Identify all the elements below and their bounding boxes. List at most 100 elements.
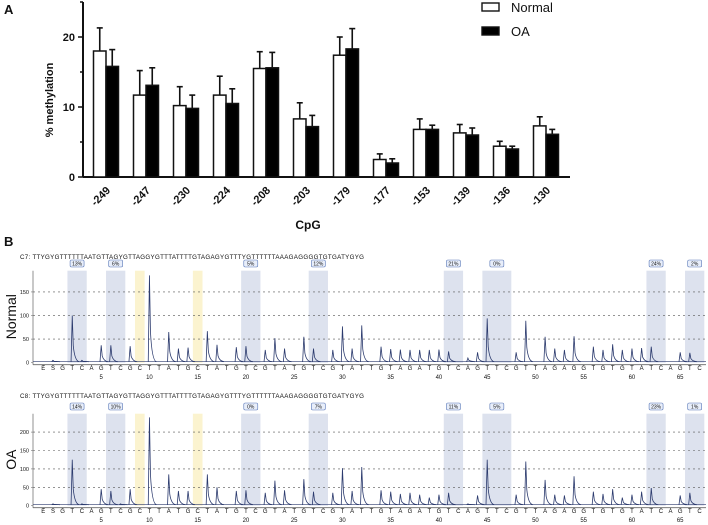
dispensation-letter: T bbox=[495, 366, 499, 372]
dispensation-letter: G bbox=[514, 366, 519, 372]
trace-peak bbox=[398, 349, 408, 363]
dispensation-letter: A bbox=[640, 366, 644, 372]
trace-peak bbox=[437, 349, 447, 363]
trace-peak bbox=[466, 356, 475, 363]
trace-peak bbox=[562, 495, 572, 506]
trace-peak bbox=[601, 349, 611, 363]
bar-normal bbox=[292, 118, 307, 178]
dispensation-letter: G bbox=[128, 509, 133, 515]
dispensation-letter: G bbox=[581, 366, 586, 372]
cpg-percent-label: 10% bbox=[111, 405, 122, 411]
bisulfite-control-band bbox=[134, 270, 145, 363]
x-tick-label: 40 bbox=[436, 375, 443, 381]
dispensation-letter: G bbox=[128, 366, 133, 372]
trace-peak bbox=[311, 491, 321, 506]
dispensation-letter: T bbox=[341, 366, 345, 372]
dispensation-letter: C bbox=[659, 366, 664, 372]
dispensation-letter: C bbox=[456, 366, 461, 372]
dispensation-letter: A bbox=[283, 509, 287, 515]
cpg-percent-label: 5% bbox=[247, 262, 255, 268]
x-tick-label: -153 bbox=[409, 185, 433, 209]
trace-peak bbox=[99, 345, 109, 363]
dispensation-letter: C bbox=[196, 509, 201, 515]
dispensation-letter: T bbox=[649, 509, 653, 515]
x-tick-label: 55 bbox=[580, 518, 587, 524]
x-tick-label: -247 bbox=[129, 185, 153, 209]
trace-peak bbox=[167, 332, 176, 363]
dispensation-letter: A bbox=[90, 509, 94, 515]
x-tick-label: 45 bbox=[484, 518, 491, 524]
dispensation-letter: T bbox=[312, 509, 316, 515]
dispensation-letter: G bbox=[678, 366, 683, 372]
x-tick-label: -139 bbox=[449, 185, 473, 209]
dispensation-letter: T bbox=[148, 366, 152, 372]
dispensation-letter: G bbox=[99, 366, 104, 372]
trace-peak bbox=[215, 487, 225, 506]
cpg-percent-badge bbox=[446, 259, 461, 268]
cpg-percent-badge bbox=[69, 402, 85, 411]
trace-peak bbox=[649, 487, 659, 506]
x-tick-label: 35 bbox=[387, 518, 394, 524]
dispensation-letter: A bbox=[466, 366, 470, 372]
y-tick-label: 150 bbox=[20, 290, 29, 296]
x-tick-label: 20 bbox=[243, 375, 250, 381]
trace-peak bbox=[408, 492, 418, 506]
cpg-percent-badge bbox=[648, 402, 664, 411]
legend-label-normal: Normal bbox=[511, 0, 553, 15]
bar-normal bbox=[372, 158, 387, 178]
x-tick-label: 25 bbox=[291, 375, 298, 381]
trace-peak bbox=[524, 461, 533, 506]
dispensation-letter: T bbox=[225, 509, 229, 515]
bisulfite-control-band bbox=[192, 270, 203, 363]
cpg-percent-label: 0% bbox=[493, 262, 501, 268]
cpg-percent-label: 23% bbox=[651, 405, 662, 411]
trace-peak bbox=[109, 490, 118, 506]
cpg-percent-label: 21% bbox=[448, 262, 459, 268]
bar-normal bbox=[412, 128, 427, 178]
bisulfite-control-band bbox=[192, 413, 203, 506]
cpg-percent-badge bbox=[648, 259, 664, 268]
x-tick-label: 5 bbox=[100, 375, 104, 381]
trace-peak bbox=[427, 497, 437, 506]
trace-peak bbox=[176, 490, 186, 506]
x-tick-label: 15 bbox=[194, 518, 201, 524]
dispensation-letter: G bbox=[552, 366, 557, 372]
cpg-percent-label: 11% bbox=[449, 405, 459, 411]
trace-peak bbox=[418, 494, 427, 506]
dispensation-letter: G bbox=[60, 366, 65, 372]
dispensation-letter: C bbox=[456, 509, 461, 515]
dispensation-letter: A bbox=[562, 509, 566, 515]
dispensation-letter: G bbox=[186, 366, 191, 372]
dispensation-letter: G bbox=[572, 509, 577, 515]
cpg-percent-badge bbox=[243, 259, 259, 268]
trace-peak bbox=[244, 490, 254, 506]
legend-label-oa: OA bbox=[511, 24, 530, 39]
bar-normal bbox=[532, 125, 547, 178]
bar-oa bbox=[465, 134, 480, 178]
cpg-percent-badge bbox=[108, 402, 123, 411]
dispensation-letter: A bbox=[640, 509, 644, 515]
legend-swatch-normal bbox=[481, 2, 500, 12]
legend-swatch-oa bbox=[481, 26, 500, 36]
dispensation-letter: T bbox=[611, 509, 615, 515]
dispensation-letter: G bbox=[99, 509, 104, 515]
dispensation-letter: A bbox=[543, 366, 547, 372]
dispensation-letter: A bbox=[562, 366, 566, 372]
cpg-site-band bbox=[482, 270, 512, 363]
x-tick-label: -203 bbox=[289, 185, 313, 209]
trace-peak bbox=[398, 493, 408, 506]
cpg-site-band bbox=[106, 413, 126, 506]
y-tick-label: 100 bbox=[20, 314, 29, 320]
trace-peak bbox=[350, 490, 360, 506]
dispensation-letter: G bbox=[620, 366, 625, 372]
x-tick-label: 30 bbox=[339, 375, 346, 381]
bar-oa bbox=[385, 162, 400, 178]
trace-peak bbox=[437, 494, 447, 506]
dispensation-letter: T bbox=[148, 509, 152, 515]
dispensation-letter: A bbox=[167, 366, 171, 372]
sample-label: Normal bbox=[3, 294, 19, 339]
y-tick-label: 0 bbox=[26, 504, 29, 510]
trace-peak bbox=[553, 494, 562, 506]
bar-oa bbox=[545, 133, 560, 178]
trace-peak bbox=[273, 480, 282, 506]
